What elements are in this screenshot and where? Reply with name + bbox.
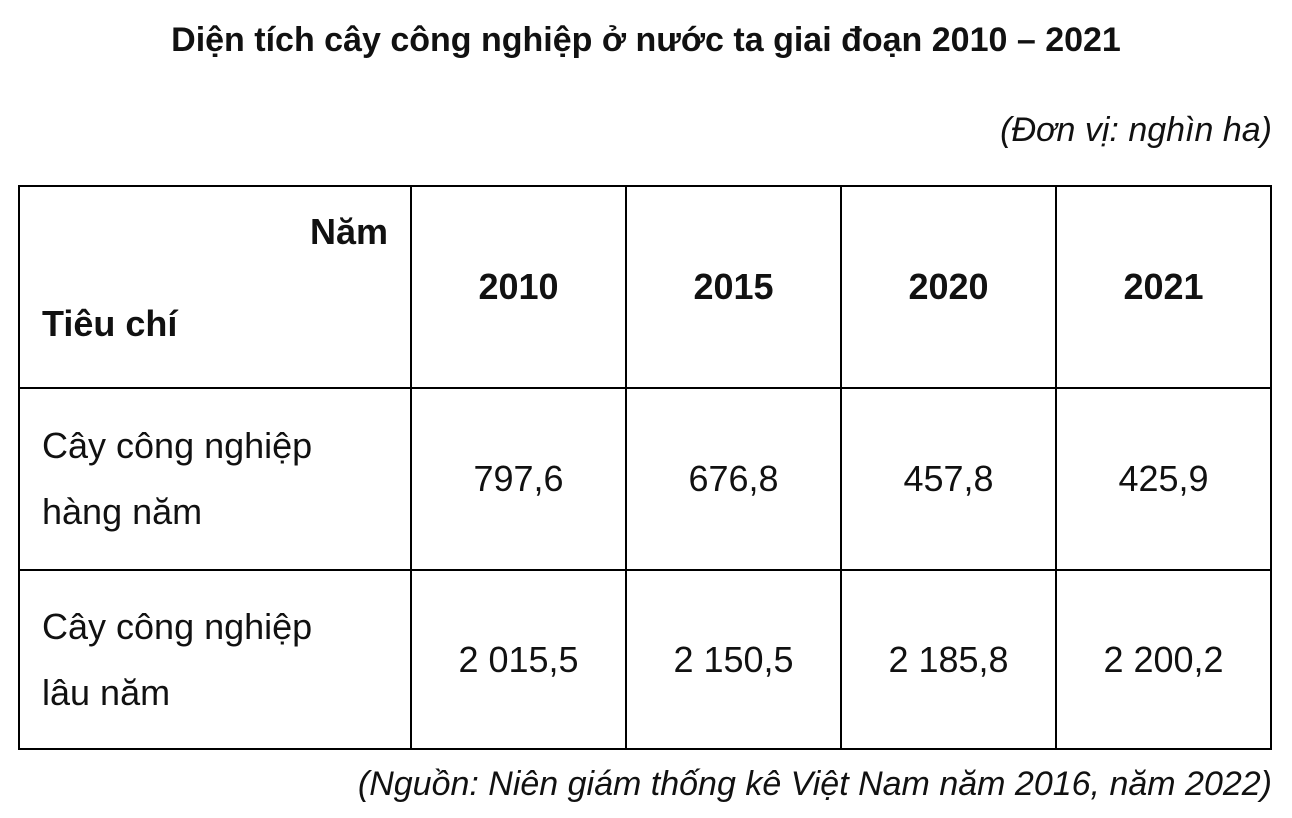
cell: 2 015,5 [410,569,627,750]
cell: 797,6 [410,387,627,571]
cell: 457,8 [840,387,1057,571]
cell: 2 200,2 [1055,569,1272,750]
corner-cell: Năm Tiêu chí [18,185,412,389]
data-row: Cây công nghiệp lâu năm 2 015,5 2 150,5 … [18,569,1272,750]
header-row: Năm Tiêu chí 2010 2015 2020 2021 [18,185,1272,389]
title: Diện tích cây công nghiệp ở nước ta giai… [171,21,1121,59]
corner-top: Năm [309,211,388,252]
cell: 425,9 [1055,387,1272,571]
row-label: Cây công nghiệp lâu năm [18,569,412,750]
cell: 676,8 [625,387,842,571]
corner-bottom: Tiêu chí [42,303,178,344]
column-header: 2020 [840,185,1057,389]
data-row: Cây công nghiệp hàng năm 797,6 676,8 457… [18,387,1272,571]
row-label: Cây công nghiệp hàng năm [18,387,412,571]
cell: 2 185,8 [840,569,1057,750]
column-header: 2021 [1055,185,1272,389]
unit-note: (Đơn vị: nghìn ha) [1000,111,1272,149]
column-header: 2015 [625,185,842,389]
column-header: 2010 [410,185,627,389]
source-note: (Nguồn: Niên giám thống kê Việt Nam năm … [357,765,1272,803]
data-table: Năm Tiêu chí 2010 2015 2020 2021 Cây côn… [18,185,1272,750]
cell: 2 150,5 [625,569,842,750]
